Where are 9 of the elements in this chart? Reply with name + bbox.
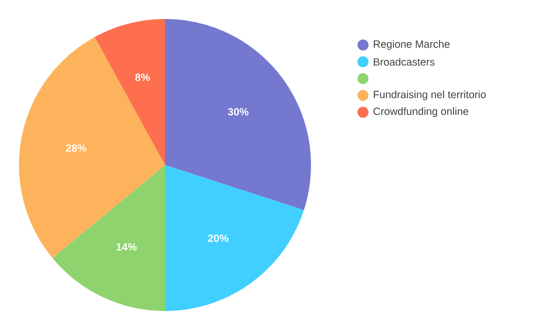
data-label: 8% [135, 74, 150, 82]
legend-label: Fundraising nel territorio [374, 90, 486, 100]
legend-label: Crowdfunding online [374, 107, 468, 118]
legend-label: Broadcasters [374, 58, 434, 66]
data-label: 30% [228, 108, 248, 116]
legend-label: Regione Marche [374, 40, 450, 50]
data-label: 28% [66, 144, 86, 152]
data-label: 20% [208, 234, 228, 242]
data-label: 14% [116, 243, 137, 251]
